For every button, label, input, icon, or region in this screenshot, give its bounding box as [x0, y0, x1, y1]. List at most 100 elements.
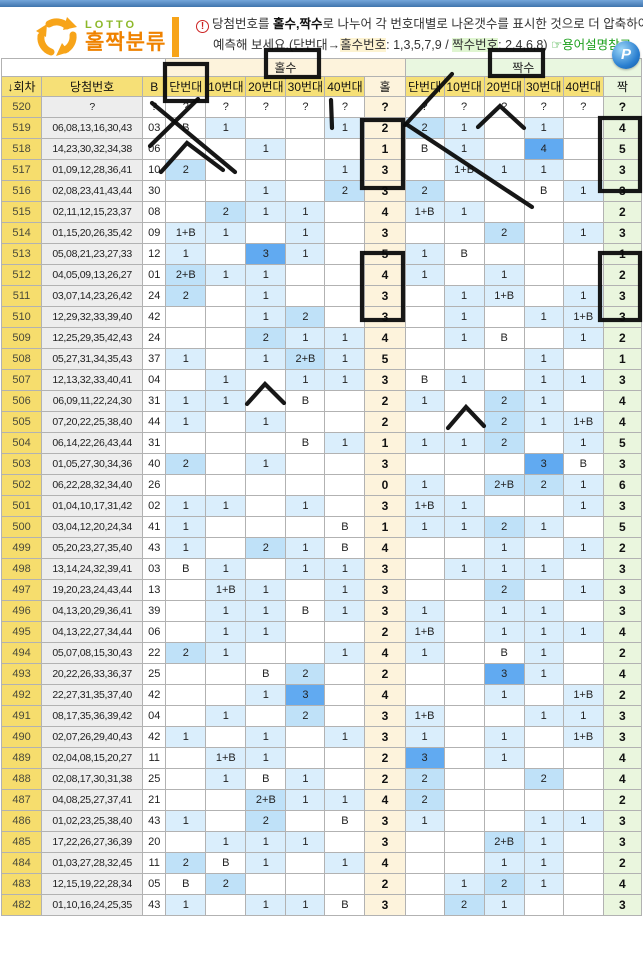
table-row-486: 486 01,02,23,25,38,40 43 1 2 B 3 1 1 1 3: [0, 810, 643, 832]
bonus-cell: 26: [142, 474, 167, 496]
even-band-cell-2: 2+B: [483, 474, 525, 496]
odd-band-cell-2: B: [245, 663, 287, 685]
bonus-cell: 03: [142, 558, 167, 580]
p-badge-icon[interactable]: P: [612, 41, 640, 69]
even-sum-cell: 3: [602, 285, 643, 307]
round-cell: 508: [0, 348, 43, 370]
even-band-cell-0: 1+B: [404, 495, 445, 517]
even-band-cell-0: [404, 831, 445, 853]
round-cell: 507: [0, 369, 43, 391]
round-cell: 489: [0, 747, 43, 769]
even-band-cell-3: [523, 264, 564, 286]
even-band-cell-0: B: [404, 138, 445, 160]
even-band-cell-3: 1: [523, 369, 564, 391]
col-header-even-band-2: 20번대: [483, 76, 525, 97]
odd-band-cell-1: [205, 243, 247, 265]
even-band-cell-1: [443, 348, 485, 370]
odd-band-cell-3: 2+B: [285, 348, 326, 370]
even-band-cell-4: 1: [562, 285, 604, 307]
even-band-cell-4: 1: [562, 432, 604, 454]
col-header-odd-band-1: 10번대: [205, 76, 247, 97]
odd-sum-cell: 4: [364, 684, 406, 706]
odd-band-cell-4: 1: [324, 642, 366, 664]
odd-band-cell-2: 1: [245, 285, 287, 307]
even-band-cell-0: 1+B: [404, 621, 445, 643]
odd-band-cell-0: [165, 789, 207, 811]
round-cell: 491: [0, 705, 43, 727]
round-cell: 495: [0, 621, 43, 643]
numbers-cell: 01,04,10,17,31,42: [41, 495, 144, 517]
even-band-cell-0: 2: [404, 117, 445, 139]
odd-band-cell-1: 1: [205, 768, 247, 790]
odd-band-cell-1: [205, 537, 247, 559]
even-band-cell-0: 1: [404, 726, 445, 748]
table-row-508: 508 05,27,31,34,35,43 37 1 1 2+B 1 5 1 1: [0, 348, 643, 370]
odd-band-cell-1: [205, 810, 247, 832]
round-cell: 519: [0, 117, 43, 139]
instruction-text-segment: : 2,4,6,8): [498, 38, 551, 53]
even-band-cell-2: 1: [483, 621, 525, 643]
bonus-cell: 12: [142, 243, 167, 265]
odd-band-cell-2: 2: [245, 537, 287, 559]
odd-band-cell-2: [245, 705, 287, 727]
even-band-cell-2: ?: [483, 96, 525, 118]
odd-band-cell-2: [245, 873, 287, 895]
odd-band-cell-1: [205, 663, 247, 685]
numbers-cell: 08,17,35,36,39,42: [41, 705, 144, 727]
even-sum-cell: 2: [602, 852, 643, 874]
even-sum-cell: 3: [602, 159, 643, 181]
table-row-512: 512 04,05,09,13,26,27 01 2+B 1 1 4 1 1 2: [0, 264, 643, 286]
odd-band-cell-0: 2: [165, 453, 207, 475]
bonus-cell: 42: [142, 726, 167, 748]
odd-band-cell-4: [324, 222, 366, 244]
bonus-cell: 06: [142, 621, 167, 643]
numbers-cell: 04,13,22,27,34,44: [41, 621, 144, 643]
odd-band-cell-4: [324, 390, 366, 412]
odd-band-cell-4: [324, 243, 366, 265]
odd-band-cell-1: [205, 411, 247, 433]
odd-band-cell-2: [245, 642, 287, 664]
table-row-496: 496 04,13,20,29,36,41 39 1 1 B 1 3 1 1 1 3: [0, 600, 643, 622]
even-band-cell-3: 1: [523, 810, 564, 832]
even-band-cell-1: [443, 453, 485, 475]
odd-band-cell-0: 2: [165, 642, 207, 664]
numbers-cell: 01,15,20,26,35,42: [41, 222, 144, 244]
odd-band-cell-4: 1: [324, 600, 366, 622]
odd-band-cell-3: B: [285, 390, 326, 412]
odd-band-cell-4: [324, 747, 366, 769]
even-band-cell-4: [562, 663, 604, 685]
odd-band-cell-0: ?: [165, 96, 207, 118]
round-cell: 500: [0, 516, 43, 538]
odd-band-cell-1: [205, 474, 247, 496]
alert-icon: !: [196, 20, 209, 33]
odd-band-cell-0: B: [165, 558, 207, 580]
odd-band-cell-2: 1: [245, 180, 287, 202]
even-band-cell-4: 1: [562, 579, 604, 601]
even-band-cell-0: [404, 663, 445, 685]
round-cell: 511: [0, 285, 43, 307]
even-band-cell-3: 1: [523, 663, 564, 685]
odd-sum-cell: 2: [364, 747, 406, 769]
even-sum-cell: 1: [602, 348, 643, 370]
bonus-cell: 31: [142, 432, 167, 454]
odd-band-cell-3: 3: [285, 684, 326, 706]
even-band-cell-4: [562, 789, 604, 811]
even-band-cell-3: 1: [523, 852, 564, 874]
even-band-cell-3: 1: [523, 558, 564, 580]
odd-band-cell-0: [165, 474, 207, 496]
odd-band-cell-4: 1: [324, 726, 366, 748]
odd-band-cell-3: 1: [285, 537, 326, 559]
odd-band-cell-2: [245, 369, 287, 391]
odd-band-cell-2: B: [245, 768, 287, 790]
odd-band-cell-4: B: [324, 516, 366, 538]
even-band-cell-2: 2: [483, 411, 525, 433]
odd-band-cell-1: [205, 159, 247, 181]
even-band-cell-2: [483, 180, 525, 202]
table-row-489: 489 02,04,08,15,20,27 11 1+B 1 2 3 1 4: [0, 747, 643, 769]
even-sum-cell: 3: [602, 705, 643, 727]
round-cell: 499: [0, 537, 43, 559]
glossary-link[interactable]: ☞용어설명참고: [550, 38, 632, 53]
even-band-cell-1: B: [443, 243, 485, 265]
odd-sum-cell: 1: [364, 516, 406, 538]
table-row-488: 488 02,08,17,30,31,38 25 1 B 1 2 2 2 4: [0, 768, 643, 790]
